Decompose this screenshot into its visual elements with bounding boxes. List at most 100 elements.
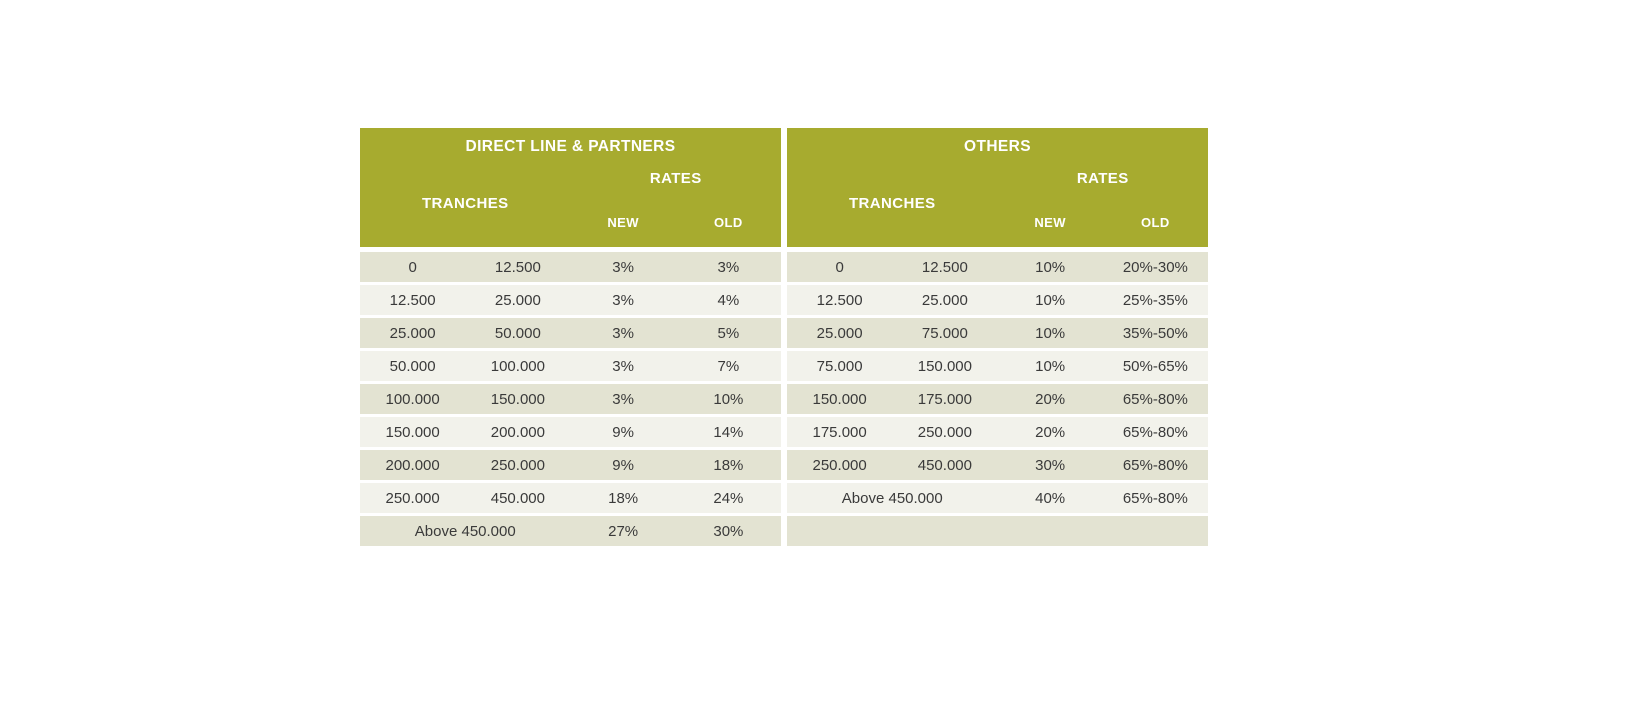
table-cell: 3%	[612, 357, 634, 375]
table-row: 25.000 75.000 10% 35%-50%	[787, 318, 1208, 348]
table-cell: 20%	[1035, 423, 1066, 441]
table-cell: 3%	[612, 258, 634, 276]
table-cell: 10%	[713, 390, 744, 408]
table-cell: 20%	[1035, 390, 1066, 408]
table-direct-line-partners: DIRECT LINE & PARTNERS RATES TRANCHES NE…	[360, 128, 781, 546]
table-row: Above 450.000 27% 30%	[360, 516, 781, 546]
table-row: 175.000 250.000 20% 65%-80%	[787, 417, 1208, 447]
table-cell: 5%	[717, 324, 740, 342]
header-rates-row: RATES	[360, 163, 781, 193]
table-row: 0 12.500 10% 20%-30%	[787, 252, 1208, 282]
table-cell: 150.000	[917, 357, 972, 375]
tranches-column-header: TRANCHES	[421, 195, 509, 212]
rates-column-header: RATES	[649, 169, 702, 187]
table-title: DIRECT LINE & PARTNERS	[465, 138, 676, 155]
table-row: 200.000 250.000 9% 18%	[360, 450, 781, 480]
table-cell: 30%	[713, 522, 744, 540]
table-row: 25.000 50.000 3% 5%	[360, 318, 781, 348]
table-cell: 14%	[713, 423, 744, 441]
table-cell: 65%-80%	[1122, 423, 1188, 441]
table-row: 12.500 25.000 3% 4%	[360, 285, 781, 315]
table-cell: 65%-80%	[1122, 390, 1188, 408]
table-cell: 40%	[1035, 489, 1066, 507]
table-cell: 250.000	[812, 456, 867, 474]
table-row: 0 12.500 3% 3%	[360, 252, 781, 282]
table-cell: Above 450.000	[841, 489, 943, 507]
new-column-header: NEW	[1034, 215, 1066, 230]
table-cell: 450.000	[917, 456, 972, 474]
table-cell: 4%	[717, 291, 740, 309]
table-cell: 50%-65%	[1122, 357, 1188, 375]
table-cell: 65%-80%	[1122, 489, 1188, 507]
table-cell: 12.500	[921, 258, 968, 276]
table-cell: 25.000	[816, 324, 863, 342]
table-row: 250.000 450.000 30% 65%-80%	[787, 450, 1208, 480]
table-cell: 3%	[717, 258, 740, 276]
table-title: OTHERS	[964, 138, 1031, 155]
table-row: 50.000 100.000 3% 7%	[360, 351, 781, 381]
table-cell: 30%	[1035, 456, 1066, 474]
table-cell: 10%	[1035, 357, 1066, 375]
table-cell: 3%	[612, 291, 634, 309]
table-cell: 100.000	[385, 390, 440, 408]
table-cell: 12.500	[389, 291, 436, 309]
table-cell: 65%-80%	[1122, 456, 1188, 474]
table-cell: 200.000	[385, 456, 440, 474]
table-cell: 175.000	[812, 423, 867, 441]
table-row: 150.000 175.000 20% 65%-80%	[787, 384, 1208, 414]
table-cell: 150.000	[385, 423, 440, 441]
table-cell: 3%	[612, 390, 634, 408]
table-cell: 9%	[612, 423, 634, 441]
table-cell: Above 450.000	[414, 522, 516, 540]
table-row: 100.000 150.000 3% 10%	[360, 384, 781, 414]
table-row: 12.500 25.000 10% 25%-35%	[787, 285, 1208, 315]
table-cell: 25.000	[494, 291, 541, 309]
table-cell: 100.000	[490, 357, 545, 375]
table-cell: 150.000	[490, 390, 545, 408]
table-cell: 12.500	[494, 258, 541, 276]
table-cell: 10%	[1035, 324, 1066, 342]
new-column-header: NEW	[607, 215, 639, 230]
table-cell: 75.000	[921, 324, 968, 342]
table-cell: 450.000	[490, 489, 545, 507]
old-column-header: OLD	[714, 215, 743, 230]
table-others: OTHERS RATES TRANCHES NEW OLD 0 12.500 10%…	[787, 128, 1208, 546]
table-cell: 9%	[612, 456, 634, 474]
table-body: 0 12.500 3% 3% 12.500 25.000 3% 4% 25.000 50.000 3…	[360, 252, 781, 546]
table-cell: 25.000	[389, 324, 436, 342]
header-subcolumns-row: TRANCHES NEW OLD	[787, 193, 1208, 247]
table-row: 75.000 150.000 10% 50%-65%	[787, 351, 1208, 381]
table-cell: 250.000	[917, 423, 972, 441]
table-cell: 25%-35%	[1122, 291, 1188, 309]
table-row: 250.000 450.000 18% 24%	[360, 483, 781, 513]
table-header: OTHERS RATES TRANCHES NEW OLD	[787, 128, 1208, 247]
rates-subheaders: NEW OLD	[998, 193, 1209, 247]
table-cell: 175.000	[917, 390, 972, 408]
table-cell: 150.000	[812, 390, 867, 408]
table-cell: 10%	[1035, 291, 1066, 309]
table-cell: 7%	[717, 357, 740, 375]
table-cell: 27%	[608, 522, 639, 540]
table-cell: 3%	[612, 324, 634, 342]
table-cell: 20%-30%	[1122, 258, 1188, 276]
table-cell: 50.000	[389, 357, 436, 375]
table-cell: 24%	[713, 489, 744, 507]
table-cell: 0	[408, 258, 417, 276]
header-rates-row: RATES	[787, 163, 1208, 193]
rates-subheaders: NEW OLD	[571, 193, 782, 247]
table-cell: 75.000	[816, 357, 863, 375]
table-cell: 35%-50%	[1122, 324, 1188, 342]
table-cell: 10%	[1035, 258, 1066, 276]
table-cell: 0	[835, 258, 844, 276]
table-cell: 250.000	[490, 456, 545, 474]
table-header: DIRECT LINE & PARTNERS RATES TRANCHES NE…	[360, 128, 781, 247]
table-cell: 25.000	[921, 291, 968, 309]
table-cell: 18%	[608, 489, 639, 507]
tranches-column-header: TRANCHES	[848, 195, 936, 212]
table-cell: 200.000	[490, 423, 545, 441]
old-column-header: OLD	[1141, 215, 1170, 230]
table-cell: 12.500	[816, 291, 863, 309]
header-subcolumns-row: TRANCHES NEW OLD	[360, 193, 781, 247]
table-row: Above 450.000 40% 65%-80%	[787, 483, 1208, 513]
